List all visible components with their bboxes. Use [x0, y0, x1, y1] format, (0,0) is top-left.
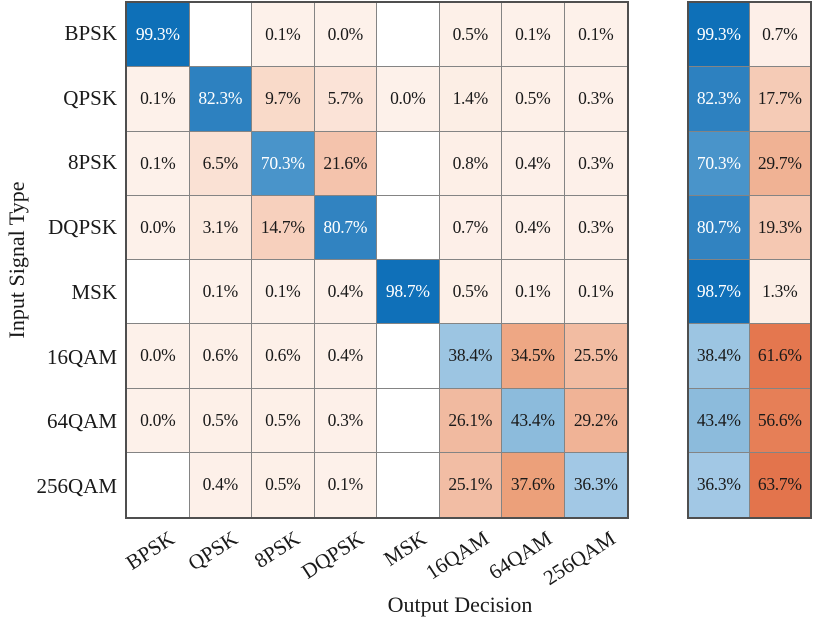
matrix-cell: 0.0% — [314, 3, 377, 68]
accuracy-summary-grid: 99.3% 0.7% 82.3% 17.7% 70.3% 29.7% 80.7% 19.3% 9… — [687, 1, 812, 519]
matrix-cell: 34.5% — [502, 324, 565, 389]
matrix-cell: 36.3% — [564, 452, 627, 517]
matrix-cell: 9.7% — [252, 67, 315, 132]
matrix-cell — [377, 452, 440, 517]
matrix-cell — [377, 131, 440, 196]
matrix-cell: 0.0% — [127, 388, 190, 453]
matrix-cell: 37.6% — [502, 452, 565, 517]
row-label: 16QAM — [46, 344, 117, 369]
matrix-cell: 0.4% — [314, 324, 377, 389]
matrix-cell — [127, 260, 190, 325]
matrix-cell: 43.4% — [502, 388, 565, 453]
matrix-cell: 0.0% — [127, 324, 190, 389]
matrix-cell — [127, 452, 190, 517]
matrix-cell: 0.4% — [502, 131, 565, 196]
matrix-cell: 6.5% — [189, 131, 252, 196]
matrix-cell: 3.1% — [189, 195, 252, 260]
matrix-cell: 5.7% — [314, 67, 377, 132]
matrix-cell: 80.7% — [314, 195, 377, 260]
matrix-cell: 0.5% — [502, 67, 565, 132]
x-axis-title: Output Decision — [387, 592, 533, 617]
summary-cell: 1.3% — [749, 260, 810, 325]
summary-cell: 36.3% — [689, 452, 750, 517]
matrix-cell: 0.4% — [189, 452, 252, 517]
matrix-cell: 0.1% — [127, 67, 190, 132]
matrix-cell — [377, 388, 440, 453]
summary-cell: 99.3% — [689, 3, 750, 68]
matrix-cell: 1.4% — [439, 67, 502, 132]
row-label: BPSK — [64, 20, 117, 45]
matrix-cell: 29.2% — [564, 388, 627, 453]
matrix-cell: 0.8% — [439, 131, 502, 196]
matrix-cell: 0.1% — [564, 3, 627, 68]
matrix-cell: 0.1% — [127, 131, 190, 196]
matrix-cell: 0.3% — [564, 67, 627, 132]
matrix-cell: 0.0% — [127, 195, 190, 260]
summary-cell: 80.7% — [689, 195, 750, 260]
matrix-cell: 0.7% — [439, 195, 502, 260]
row-label: QPSK — [63, 85, 117, 110]
summary-cell: 98.7% — [689, 260, 750, 325]
col-label: BPSK — [121, 526, 179, 575]
matrix-cell: 0.3% — [314, 388, 377, 453]
matrix-cell: 99.3% — [127, 3, 190, 68]
summary-cell: 17.7% — [749, 67, 810, 132]
col-label: 8PSK — [250, 526, 305, 573]
matrix-cell: 21.6% — [314, 131, 377, 196]
matrix-cell: 0.5% — [252, 452, 315, 517]
matrix-cell: 0.1% — [252, 260, 315, 325]
matrix-cell: 0.5% — [189, 388, 252, 453]
summary-cell: 38.4% — [689, 324, 750, 389]
summary-cell: 61.6% — [749, 324, 810, 389]
matrix-cell: 0.6% — [189, 324, 252, 389]
matrix-cell — [189, 3, 252, 68]
summary-cell: 29.7% — [749, 131, 810, 196]
matrix-cell: 0.1% — [564, 260, 627, 325]
matrix-cell: 25.5% — [564, 324, 627, 389]
matrix-cell: 82.3% — [189, 67, 252, 132]
matrix-cell: 70.3% — [252, 131, 315, 196]
matrix-cell — [377, 195, 440, 260]
matrix-cell: 0.1% — [189, 260, 252, 325]
row-label: DQPSK — [48, 215, 117, 240]
matrix-cell: 0.0% — [377, 67, 440, 132]
summary-cell: 0.7% — [749, 3, 810, 68]
matrix-cell: 0.4% — [314, 260, 377, 325]
matrix-cell — [377, 324, 440, 389]
summary-cell: 56.6% — [749, 388, 810, 453]
confusion-matrix-grid: 99.3% 0.1% 0.0% 0.5% 0.1% 0.1% 0.1% 82.3% 9.7% 5.… — [125, 1, 629, 519]
row-label: 256QAM — [36, 474, 117, 499]
matrix-cell: 0.4% — [502, 195, 565, 260]
matrix-cell: 25.1% — [439, 452, 502, 517]
row-label: 8PSK — [67, 150, 117, 175]
matrix-cell: 0.3% — [564, 131, 627, 196]
col-label: DQPSK — [296, 526, 368, 584]
col-label: QPSK — [183, 526, 242, 576]
matrix-cell: 0.5% — [439, 3, 502, 68]
col-label: 256QAM — [538, 526, 620, 590]
matrix-cell — [377, 3, 440, 68]
row-label: 64QAM — [46, 409, 117, 434]
matrix-cell: 38.4% — [439, 324, 502, 389]
matrix-cell: 14.7% — [252, 195, 315, 260]
row-label-column: BPSK QPSK 8PSK DQPSK MSK 16QAM 64QAM 256QAM — [0, 1, 117, 519]
col-label: 16QAM — [421, 526, 494, 585]
summary-cell: 70.3% — [689, 131, 750, 196]
summary-cell: 63.7% — [749, 452, 810, 517]
matrix-cell: 98.7% — [377, 260, 440, 325]
summary-cell: 43.4% — [689, 388, 750, 453]
matrix-cell: 0.1% — [314, 452, 377, 517]
matrix-cell: 26.1% — [439, 388, 502, 453]
matrix-cell: 0.3% — [564, 195, 627, 260]
summary-cell: 19.3% — [749, 195, 810, 260]
matrix-cell: 0.1% — [502, 260, 565, 325]
matrix-cell: 0.6% — [252, 324, 315, 389]
row-label: MSK — [71, 279, 117, 304]
summary-cell: 82.3% — [689, 67, 750, 132]
matrix-cell: 0.5% — [439, 260, 502, 325]
matrix-cell: 0.5% — [252, 388, 315, 453]
matrix-cell: 0.1% — [502, 3, 565, 68]
matrix-cell: 0.1% — [252, 3, 315, 68]
